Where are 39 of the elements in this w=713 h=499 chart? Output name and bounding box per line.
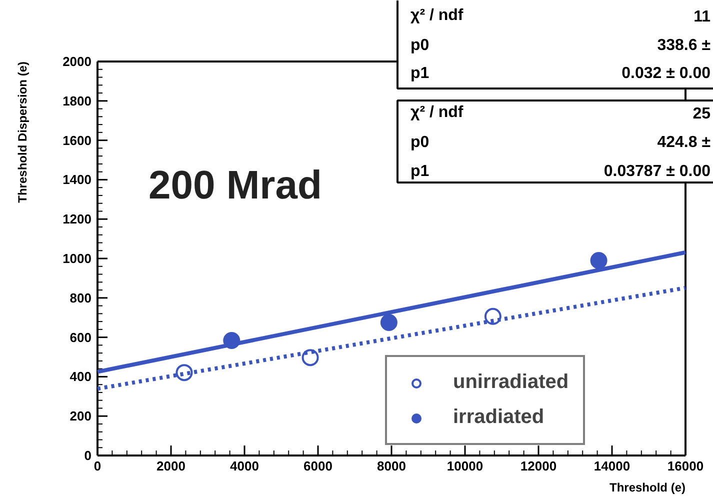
y-tick-label: 200	[70, 408, 92, 424]
annotation: 0.032 ± 0.00	[622, 65, 711, 82]
y-tick-label: 1800	[62, 93, 92, 108]
annotation: p1	[410, 163, 430, 180]
x-tick-label: 0	[94, 458, 102, 474]
y-tick-label: 800	[70, 290, 92, 306]
text: 11	[694, 8, 711, 26]
legend-label: irradiated	[453, 406, 544, 429]
legend-label: unirradiated	[453, 371, 569, 394]
y-tick-label: 2000	[62, 54, 92, 69]
text: χ² / ndf	[410, 7, 464, 24]
text: 338.6 ±	[657, 37, 711, 54]
y-tick-label: 400	[70, 369, 92, 384]
y-tick-label: 1600	[62, 132, 92, 148]
x-tick-label: 16000	[667, 458, 704, 474]
annotation: p1	[410, 65, 430, 82]
y-tick-label: 1200	[62, 212, 92, 227]
x-tick-label: 8000	[377, 458, 406, 474]
text: p0	[410, 37, 430, 54]
annotation: p0	[410, 134, 430, 151]
point	[380, 314, 398, 332]
y-tick-label: 600	[70, 330, 92, 345]
point	[590, 252, 608, 269]
x-tick-label: 2000	[156, 458, 186, 474]
annotation: 200 Mrad	[148, 164, 322, 208]
x-tick-label: 12000	[520, 458, 557, 474]
annotation: χ² / ndf	[410, 104, 464, 121]
x-axis-title: Threshold (e)	[610, 480, 686, 494]
y-tick-label: 0	[84, 448, 92, 463]
annotation: 424.8 ±	[657, 134, 711, 151]
x-tick-label: 14000	[594, 458, 630, 474]
annotation: 0.03787 ± 0.00	[604, 163, 711, 180]
y-tick-label: 1000	[62, 251, 92, 266]
x-tick-label: 10000	[446, 458, 484, 474]
x-tick-label: 6000	[304, 458, 332, 474]
y-axis-title: Threshold Dispersion (e)	[16, 61, 30, 203]
x-tick-label: 4000	[230, 458, 259, 474]
y-tick-label: 1400	[62, 172, 92, 188]
text: 25	[692, 106, 711, 122]
